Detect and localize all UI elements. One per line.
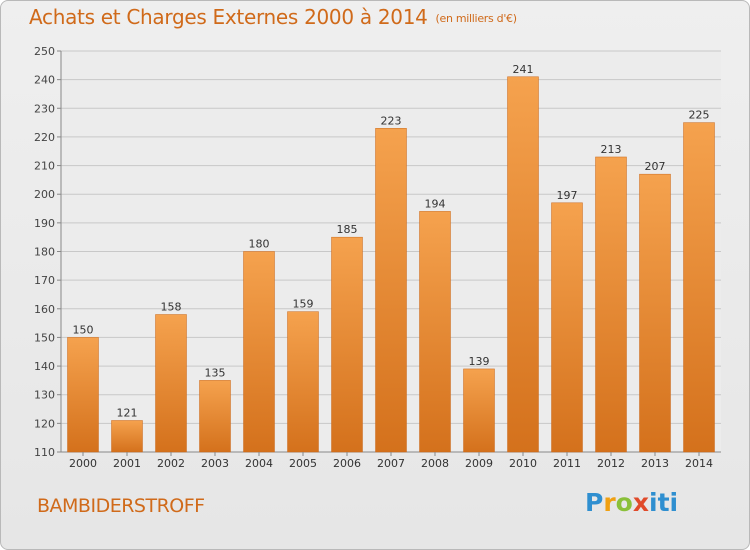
y-tick-label: 120	[34, 417, 55, 430]
bar	[331, 236, 363, 453]
data-label: 121	[117, 406, 138, 419]
bar	[463, 368, 495, 453]
data-label: 241	[513, 63, 534, 76]
y-tick-label: 170	[34, 274, 55, 287]
data-label: 194	[425, 197, 446, 210]
data-label: 139	[469, 355, 490, 368]
data-label: 185	[337, 223, 358, 236]
x-tick-label: 2010	[509, 457, 537, 470]
data-label: 150	[73, 323, 94, 336]
x-tick-label: 2008	[421, 457, 449, 470]
bar	[507, 76, 539, 453]
data-label: 223	[381, 114, 402, 127]
bar	[67, 337, 99, 453]
y-tick-label: 150	[34, 331, 55, 344]
x-tick-label: 2006	[333, 457, 361, 470]
chart-title: Achats et Charges Externes 2000 à 2014	[29, 5, 428, 29]
x-tick-label: 2000	[69, 457, 97, 470]
y-tick-label: 240	[34, 74, 55, 87]
x-tick-label: 2009	[465, 457, 493, 470]
data-label: 213	[601, 143, 622, 156]
proxiti-logo: Proxiti	[585, 488, 679, 517]
bar	[111, 420, 143, 453]
chart-title-block: Achats et Charges Externes 2000 à 2014 (e…	[29, 5, 517, 29]
y-tick-label: 250	[34, 45, 55, 58]
data-label: 159	[293, 298, 314, 311]
commune-name: BAMBIDERSTROFF	[37, 495, 205, 517]
x-tick-label: 2005	[289, 457, 317, 470]
data-label: 207	[645, 160, 666, 173]
y-tick-label: 200	[34, 188, 55, 201]
y-tick-label: 230	[34, 102, 55, 115]
bar	[595, 156, 627, 453]
bar	[551, 202, 583, 453]
y-tick-label: 110	[34, 446, 55, 459]
y-tick-label: 220	[34, 131, 55, 144]
bar	[375, 128, 407, 453]
data-label: 180	[249, 238, 270, 251]
x-tick-label: 2013	[641, 457, 669, 470]
bar	[683, 122, 715, 453]
y-tick-label: 190	[34, 217, 55, 230]
x-tick-label: 2004	[245, 457, 273, 470]
x-tick-label: 2011	[553, 457, 581, 470]
data-label: 135	[205, 366, 226, 379]
x-tick-label: 2002	[157, 457, 185, 470]
bar	[155, 314, 187, 453]
bar	[199, 380, 231, 453]
bar	[243, 251, 275, 453]
x-tick-label: 2012	[597, 457, 625, 470]
x-tick-label: 2007	[377, 457, 405, 470]
y-tick-label: 140	[34, 360, 55, 373]
y-tick-label: 160	[34, 303, 55, 316]
y-tick-label: 130	[34, 389, 55, 402]
y-tick-label: 210	[34, 160, 55, 173]
chart-subtitle: (en milliers d'€)	[435, 12, 517, 25]
x-tick-label: 2003	[201, 457, 229, 470]
x-tick-label: 2001	[113, 457, 141, 470]
bar	[639, 173, 671, 453]
bar	[419, 211, 451, 453]
data-label: 225	[689, 109, 710, 122]
data-label: 158	[161, 301, 182, 314]
data-label: 197	[557, 189, 578, 202]
bar	[287, 311, 319, 453]
y-tick-label: 180	[34, 246, 55, 259]
x-tick-label: 2014	[685, 457, 713, 470]
